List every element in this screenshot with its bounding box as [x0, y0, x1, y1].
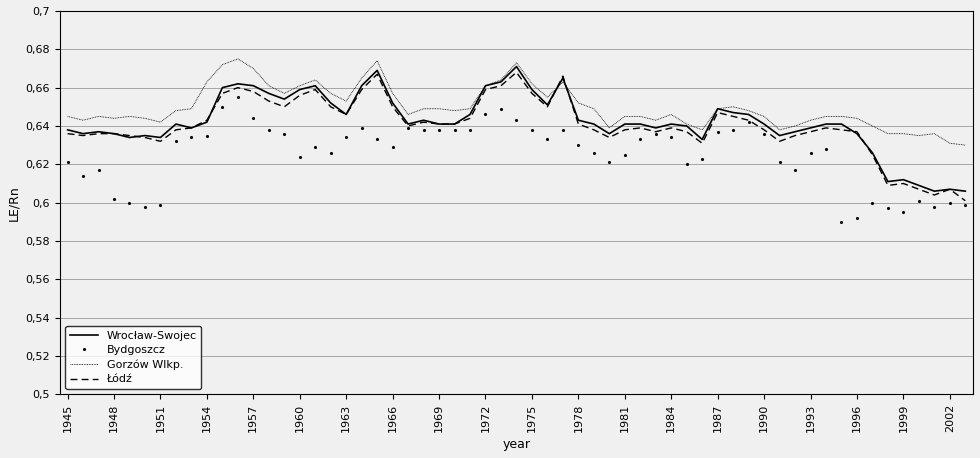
Wrocław-Swojec [62, 127, 74, 132]
X-axis label: year: year [503, 438, 530, 451]
Line: Gorzów Wlkp.: Gorzów Wlkp. [68, 59, 965, 145]
Wrocław-Swojec [959, 188, 971, 194]
Gorzów Wlkp. [201, 79, 213, 85]
Łódź [155, 139, 167, 144]
Bydgoszcz [201, 133, 213, 138]
Gorzów Wlkp. [310, 77, 321, 83]
Y-axis label: LE/Rn: LE/Rn [7, 185, 20, 221]
Gorzów Wlkp. [959, 142, 971, 148]
Łódź [542, 104, 554, 109]
Bydgoszcz [959, 202, 971, 207]
Line: Bydgoszcz: Bydgoszcz [66, 95, 967, 224]
Bydgoszcz [62, 160, 74, 165]
Line: Łódź: Łódź [68, 72, 965, 201]
Łódź [294, 93, 306, 98]
Gorzów Wlkp. [727, 104, 739, 109]
Gorzów Wlkp. [62, 114, 74, 119]
Bydgoszcz [727, 127, 739, 132]
Wrocław-Swojec [542, 102, 554, 108]
Wrocław-Swojec [155, 135, 167, 140]
Wrocław-Swojec [201, 120, 213, 125]
Łódź [93, 131, 105, 136]
Gorzów Wlkp. [93, 114, 105, 119]
Bydgoszcz [836, 219, 848, 224]
Bydgoszcz [93, 167, 105, 173]
Łódź [201, 118, 213, 123]
Łódź [727, 114, 739, 119]
Gorzów Wlkp. [155, 120, 167, 125]
Gorzów Wlkp. [542, 94, 554, 100]
Legend: Wrocław-Swojec, Bydgoszcz, Gorzów Wlkp., Łódź: Wrocław-Swojec, Bydgoszcz, Gorzów Wlkp.,… [66, 326, 201, 389]
Wrocław-Swojec [511, 64, 522, 69]
Bydgoszcz [542, 136, 554, 142]
Łódź [62, 131, 74, 136]
Łódź [511, 70, 522, 75]
Wrocław-Swojec [928, 188, 940, 194]
Wrocław-Swojec [727, 110, 739, 115]
Bydgoszcz [232, 94, 244, 100]
Wrocław-Swojec [93, 129, 105, 135]
Gorzów Wlkp. [232, 56, 244, 62]
Bydgoszcz [155, 202, 167, 207]
Wrocław-Swojec [294, 87, 306, 93]
Line: Wrocław-Swojec: Wrocław-Swojec [68, 66, 965, 191]
Bydgoszcz [310, 144, 321, 150]
Łódź [959, 198, 971, 203]
